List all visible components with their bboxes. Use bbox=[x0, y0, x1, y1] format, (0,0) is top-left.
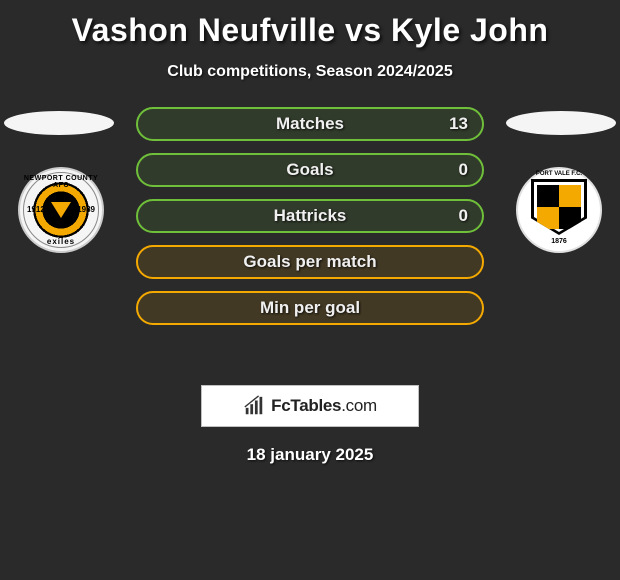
subtitle: Club competitions, Season 2024/2025 bbox=[0, 63, 620, 81]
brand-domain: .com bbox=[341, 396, 377, 415]
stat-label: Hattricks bbox=[274, 206, 347, 226]
badge-left-top-text: NEWPORT COUNTY AFC bbox=[20, 175, 102, 189]
club-badge-right: PORT VALE F.C. 1876 bbox=[516, 167, 602, 253]
stat-label: Matches bbox=[276, 114, 344, 134]
stat-row-goals-per-match: Goals per match bbox=[136, 245, 484, 279]
stat-value: 0 bbox=[459, 160, 468, 180]
stat-label: Min per goal bbox=[260, 298, 360, 318]
badge-left-bottom-text: exiles bbox=[20, 237, 102, 246]
stat-row-matches: Matches 13 bbox=[136, 107, 484, 141]
player-right-pill bbox=[506, 111, 616, 135]
badge-right-shield-icon bbox=[531, 179, 587, 235]
badge-left-year-left: 1912 bbox=[27, 205, 45, 214]
brand-name: FcTables bbox=[271, 396, 341, 415]
stat-value: 13 bbox=[449, 114, 468, 134]
stat-row-min-per-goal: Min per goal bbox=[136, 291, 484, 325]
snapshot-date: 18 january 2025 bbox=[0, 445, 620, 465]
stat-label: Goals per match bbox=[243, 252, 376, 272]
badge-right-bottom-text: 1876 bbox=[518, 238, 600, 245]
stats-bars: Matches 13 Goals 0 Hattricks 0 Goals per… bbox=[136, 107, 484, 337]
club-badge-left: NEWPORT COUNTY AFC exiles 1912 1989 bbox=[18, 167, 104, 253]
badge-right-top-text: PORT VALE F.C. bbox=[518, 171, 600, 177]
brand-text: FcTables.com bbox=[271, 396, 377, 416]
bar-chart-icon bbox=[243, 395, 265, 417]
page-title: Vashon Neufville vs Kyle John bbox=[0, 0, 620, 49]
stat-row-goals: Goals 0 bbox=[136, 153, 484, 187]
comparison-panel: NEWPORT COUNTY AFC exiles 1912 1989 PORT… bbox=[0, 111, 620, 371]
badge-left-chevron-icon bbox=[51, 202, 71, 218]
stat-row-hattricks: Hattricks 0 bbox=[136, 199, 484, 233]
stat-label: Goals bbox=[286, 160, 333, 180]
player-left-pill bbox=[4, 111, 114, 135]
badge-left-year-right: 1989 bbox=[77, 205, 95, 214]
stat-value: 0 bbox=[459, 206, 468, 226]
brand-attribution[interactable]: FcTables.com bbox=[201, 385, 419, 427]
